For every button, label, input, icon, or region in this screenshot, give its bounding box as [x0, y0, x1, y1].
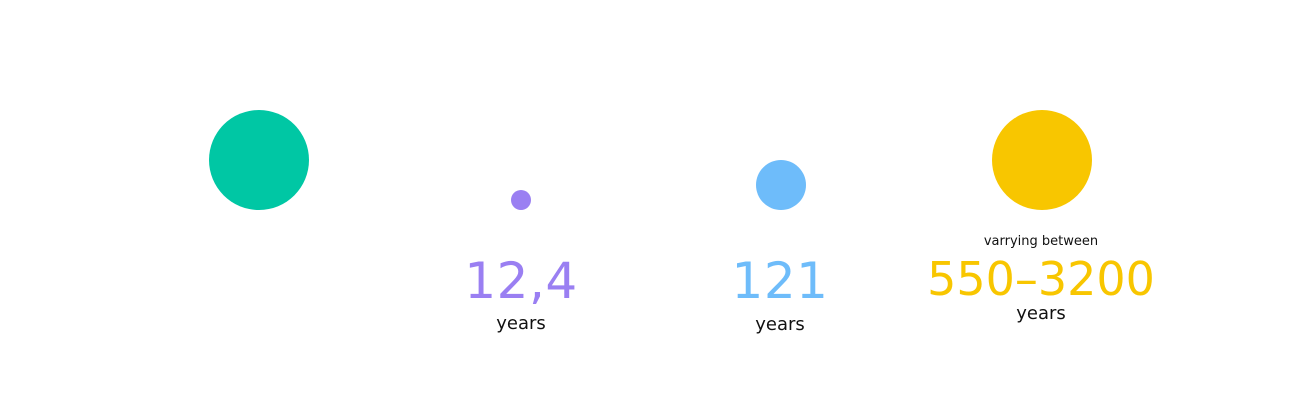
blue-unit-label: years: [755, 314, 805, 335]
green-circle: [209, 110, 309, 210]
blue-value: 121: [731, 252, 829, 310]
purple-unit-label: years: [496, 313, 546, 334]
purple-circle: [511, 190, 531, 210]
yellow-unit-label: years: [1016, 303, 1066, 324]
yellow-range-note: varrying between: [983, 234, 1099, 249]
yellow-value-range: 550–3200: [927, 252, 1155, 306]
blue-circle: [756, 160, 806, 210]
purple-value: 12,4: [464, 252, 578, 310]
yellow-circle: [992, 110, 1092, 210]
